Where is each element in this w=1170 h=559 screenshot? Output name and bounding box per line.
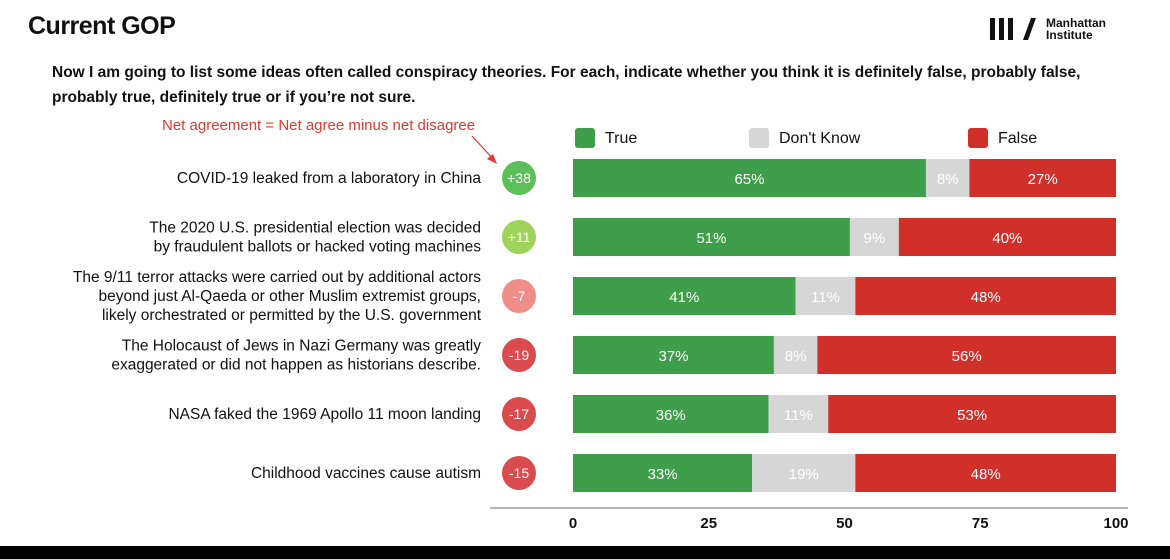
data-label: 11% xyxy=(811,289,840,306)
data-label: 56% xyxy=(952,348,982,365)
page-title: Current GOP xyxy=(28,12,176,40)
net-agreement-value: -19 xyxy=(509,347,529,363)
x-tick-label: 100 xyxy=(1103,515,1128,532)
net-agreement-badge xyxy=(502,397,536,431)
category-label: The Holocaust of Jews in Nazi Germany wa… xyxy=(122,338,481,355)
x-tick-label: 25 xyxy=(700,515,717,532)
legend-swatch xyxy=(968,128,988,148)
data-label: 48% xyxy=(971,466,1001,483)
data-label: 41% xyxy=(669,289,699,306)
data-label: 36% xyxy=(656,407,686,424)
logo-text: Manhattan Institute xyxy=(1046,17,1126,41)
net-agreement-value: -15 xyxy=(509,465,529,481)
net-agreement-note: Net agreement = Net agree minus net disa… xyxy=(162,117,476,134)
bar-segment-true xyxy=(573,277,796,315)
category-label: by fraudulent ballots or hacked voting m… xyxy=(154,239,482,256)
data-label: 19% xyxy=(789,466,819,483)
bar-segment-true xyxy=(573,336,774,374)
bar-segment-false xyxy=(898,218,1116,256)
x-tick-label: 75 xyxy=(972,515,989,532)
category-label: exaggerated or did not happen as histori… xyxy=(111,357,481,374)
net-agreement-badge xyxy=(502,220,536,254)
data-label: 37% xyxy=(658,348,688,365)
bar-segment-don-t-know xyxy=(768,395,829,433)
category-label: likely orchestrated or permitted by the … xyxy=(102,307,482,324)
logo-bars-icon xyxy=(990,18,1036,40)
legend-label: False xyxy=(998,130,1037,147)
net-agreement-badge xyxy=(502,338,536,372)
bar-segment-don-t-know xyxy=(925,159,970,197)
data-label: 48% xyxy=(971,289,1001,306)
category-label: COVID-19 leaked from a laboratory in Chi… xyxy=(177,170,481,187)
bar-segment-false xyxy=(828,395,1116,433)
category-label: The 9/11 terror attacks were carried out… xyxy=(73,269,481,286)
data-label: 40% xyxy=(992,230,1022,247)
bar-segment-false xyxy=(817,336,1116,374)
legend-swatch xyxy=(575,128,595,148)
net-agreement-value: +11 xyxy=(508,229,531,245)
bar-segment-don-t-know xyxy=(795,277,856,315)
note-arrow-head xyxy=(487,154,497,164)
net-agreement-value: +38 xyxy=(507,170,531,186)
bar-segment-false xyxy=(855,277,1116,315)
data-label: 51% xyxy=(696,230,726,247)
category-label: NASA faked the 1969 Apollo 11 moon landi… xyxy=(168,406,481,423)
data-label: 8% xyxy=(785,348,807,365)
note-arrow-line xyxy=(471,135,495,161)
category-label: beyond just Al-Qaeda or other Muslim ext… xyxy=(98,288,481,305)
net-agreement-badge xyxy=(502,279,536,313)
net-agreement-value: -17 xyxy=(509,406,529,422)
bar-segment-true xyxy=(573,395,769,433)
bar-segment-false xyxy=(969,159,1116,197)
bottom-black-bar xyxy=(0,546,1170,559)
manhattan-institute-logo: Manhattan Institute xyxy=(990,14,1130,44)
bar-segment-false xyxy=(855,454,1116,492)
data-label: 65% xyxy=(734,171,764,188)
net-agreement-badge xyxy=(502,456,536,490)
logo-text-line2: Institute xyxy=(1046,28,1093,42)
data-label: 27% xyxy=(1028,171,1058,188)
bar-segment-don-t-know xyxy=(752,454,856,492)
net-agreement-value: -7 xyxy=(513,288,526,304)
legend-label: Don't Know xyxy=(779,130,861,147)
bar-segment-true xyxy=(573,454,753,492)
legend-swatch xyxy=(749,128,769,148)
survey-question: Now I am going to list some ideas often … xyxy=(52,64,1081,106)
logo-text-line1: Manhattan xyxy=(1046,16,1106,30)
data-label: 8% xyxy=(937,171,959,188)
bar-segment-don-t-know xyxy=(849,218,899,256)
x-tick-label: 50 xyxy=(836,515,853,532)
x-tick-label: 0 xyxy=(569,515,577,532)
data-label: 11% xyxy=(784,407,813,424)
data-label: 33% xyxy=(648,466,678,483)
legend-label: True xyxy=(605,130,637,147)
bar-segment-true xyxy=(573,218,850,256)
bar-segment-don-t-know xyxy=(773,336,818,374)
net-agreement-badge xyxy=(502,161,536,195)
data-label: 53% xyxy=(957,407,987,424)
category-label: The 2020 U.S. presidential election was … xyxy=(149,220,481,237)
bar-segment-true xyxy=(573,159,926,197)
category-label: Childhood vaccines cause autism xyxy=(251,465,481,482)
data-label: 9% xyxy=(864,230,886,247)
